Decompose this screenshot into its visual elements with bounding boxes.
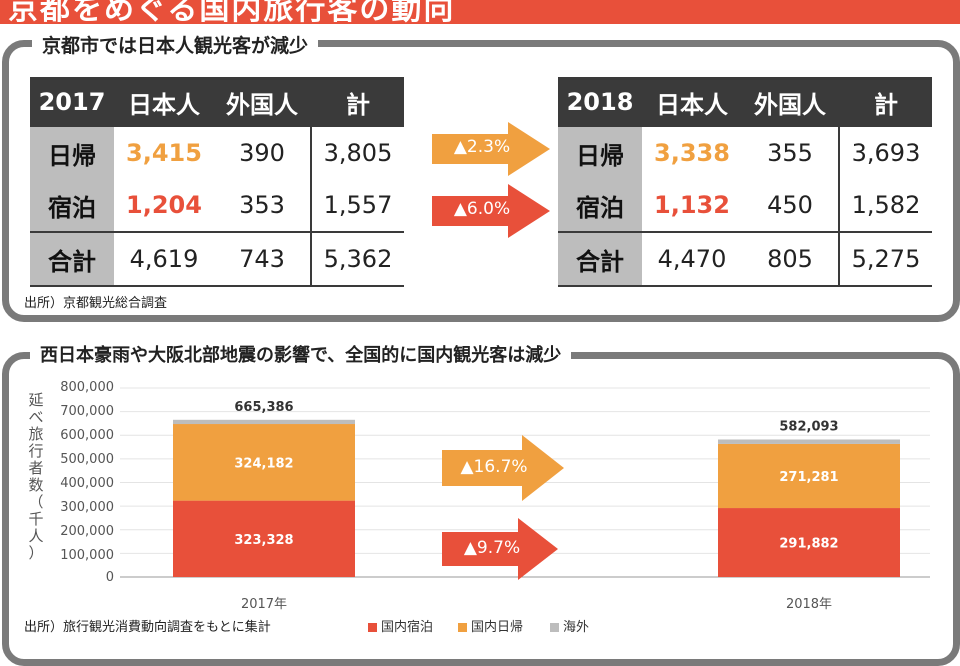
y-axis-char: 人 — [28, 527, 44, 545]
cell: 1,132 — [654, 191, 730, 219]
y-tick-label: 200,000 — [60, 524, 114, 539]
cell: 4,470 — [642, 231, 742, 287]
y-tick-label: 300,000 — [60, 500, 114, 515]
bar-segment — [173, 500, 355, 577]
data-label: 323,328 — [234, 533, 293, 548]
cell: 3,338 — [654, 139, 730, 167]
table-2017: 2017 日本人 外国人 計 日帰 3,415 390 3,805 宿泊 1,2… — [30, 77, 404, 287]
row-label-day: 日帰 — [30, 127, 114, 179]
y-axis-char: 延 — [28, 391, 44, 409]
y-tick-label: 800,000 — [60, 380, 114, 395]
legend-label: 国内宿泊 — [381, 620, 434, 635]
cell: 3,805 — [310, 127, 404, 179]
y-axis-char: 者 — [28, 459, 44, 477]
y-axis-char: 千 — [28, 510, 44, 528]
y-tick-label: 400,000 — [60, 476, 114, 491]
legend-item-day: 国内日帰 — [458, 616, 523, 635]
cell: 450 — [767, 191, 813, 219]
col-header-foreign: 外国人 — [742, 77, 839, 127]
data-label: 291,882 — [779, 537, 838, 552]
col-header-total: 計 — [310, 77, 404, 127]
y-tick-label: 600,000 — [60, 428, 114, 443]
arrow-right-icon — [432, 184, 550, 238]
cell: 355 — [767, 139, 813, 167]
y-tick-label: 100,000 — [60, 548, 114, 563]
cell: 3,693 — [838, 127, 932, 179]
x-tick-label: 2017年 — [241, 597, 287, 612]
y-tick-label: 700,000 — [60, 404, 114, 419]
bar-segment — [173, 424, 355, 501]
cell: 5,362 — [310, 231, 404, 287]
cell: 5,275 — [838, 231, 932, 287]
cell: 743 — [214, 231, 311, 287]
col-header-total: 計 — [838, 77, 932, 127]
legend-swatch — [550, 623, 559, 632]
row-label-day: 日帰 — [558, 127, 642, 179]
data-label: 324,182 — [234, 456, 293, 471]
col-header-japanese: 日本人 — [114, 77, 214, 127]
total-label: 665,386 — [234, 400, 293, 415]
arrow-stay-decline: ▲6.0% — [432, 184, 552, 238]
chart-arrow-day-decline: ▲16.7% — [442, 435, 568, 501]
top-banner: 京都をめぐる国内旅行客の動向 — [0, 0, 960, 24]
legend-label: 海外 — [563, 620, 590, 635]
chart-arrow-stay-decline: ▲9.7% — [442, 518, 560, 580]
total-label: 582,093 — [779, 419, 838, 434]
row-label-total: 合計 — [30, 231, 114, 287]
arrow-right-icon — [432, 122, 550, 176]
legend-label: 国内日帰 — [471, 620, 524, 635]
legend-item-stay: 国内宿泊 — [368, 616, 433, 635]
table-panel-title: 京都市では日本人観光客が減少 — [32, 31, 319, 58]
row-label-total: 合計 — [558, 231, 642, 287]
arrow-label: ▲2.3% — [453, 137, 511, 157]
cell: 1,557 — [310, 179, 404, 232]
cell: 1,582 — [838, 179, 932, 232]
arrow-right-icon — [442, 435, 564, 501]
arrow-right-icon — [442, 518, 558, 580]
y-axis-char: 行 — [28, 442, 44, 460]
y-axis-char: 旅 — [28, 425, 44, 443]
table-source: 出所）京都観光総合調査 — [24, 296, 168, 311]
arrow-label: ▲9.7% — [463, 538, 521, 558]
col-header-foreign: 外国人 — [214, 77, 311, 127]
y-axis-char: 数 — [28, 476, 44, 494]
bar-segment — [718, 439, 900, 444]
y-axis-char: べ — [28, 408, 44, 426]
cell: 3,415 — [126, 139, 202, 167]
legend-item-overseas: 海外 — [550, 616, 589, 635]
row-label-stay: 宿泊 — [30, 179, 114, 232]
y-tick-label: 0 — [105, 570, 114, 585]
bar-segment — [718, 508, 900, 577]
banner-title: 京都をめぐる国内旅行客の動向 — [8, 0, 456, 24]
bar-segment — [718, 443, 900, 509]
legend-swatch — [368, 623, 377, 632]
cell: 805 — [742, 231, 839, 287]
cell: 353 — [239, 191, 285, 219]
col-header-japanese: 日本人 — [642, 77, 742, 127]
cell: 390 — [239, 139, 285, 167]
arrow-label: ▲16.7% — [460, 457, 528, 477]
cell: 4,619 — [114, 231, 214, 287]
table-year: 2017 — [30, 77, 114, 127]
x-tick-label: 2018年 — [786, 597, 832, 612]
legend-swatch — [458, 623, 467, 632]
chart-panel-title: 西日本豪雨や大阪北部地震の影響で、全国的に国内観光客は減少 — [30, 341, 572, 367]
y-tick-label: 500,000 — [60, 452, 114, 467]
row-label-stay: 宿泊 — [558, 179, 642, 232]
data-label: 271,281 — [779, 470, 838, 485]
cell: 1,204 — [126, 191, 202, 219]
bar-segment — [173, 419, 355, 425]
table-year: 2018 — [558, 77, 642, 127]
arrow-day-decline: ▲2.3% — [432, 122, 552, 176]
arrow-label: ▲6.0% — [453, 199, 511, 219]
chart-source: 出所）旅行観光消費動向調査をもとに集計 — [24, 620, 271, 635]
table-2018: 2018 日本人 外国人 計 日帰 3,338 355 3,693 宿泊 1,1… — [558, 77, 932, 287]
y-axis-char: ） — [28, 544, 44, 562]
y-axis-char: （ — [28, 493, 44, 511]
